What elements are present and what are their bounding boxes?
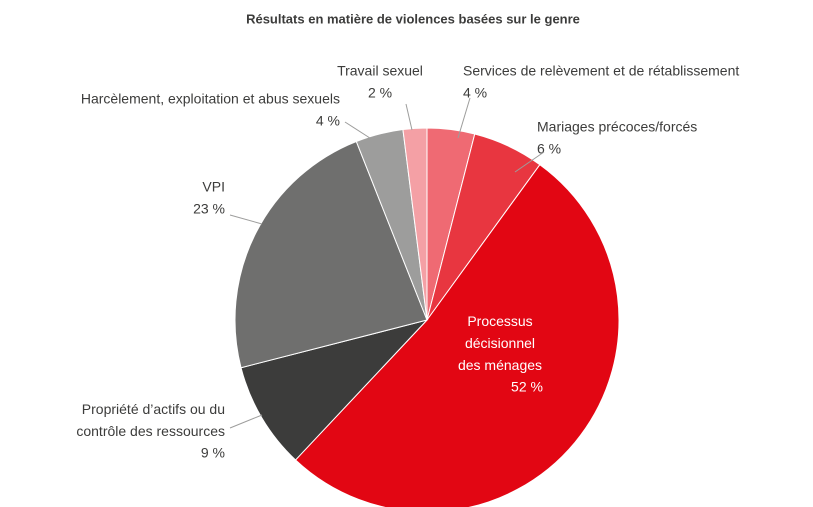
label-line: décisionnel (465, 335, 535, 351)
pie-slice (294, 163, 620, 507)
label-line: Processus (467, 313, 532, 329)
slice-label: Travail sexuel (337, 63, 423, 79)
slice-label: Processus décisionnel des ménages (458, 313, 542, 373)
value-label: 52 % (511, 379, 543, 395)
slice-label: VPI (202, 179, 225, 195)
value-label: 4 % (463, 85, 487, 101)
pie-slice (402, 127, 428, 321)
leader-line (229, 414, 263, 429)
slice-label: Propriété d’actifs ou du contrôle des res… (76, 401, 225, 439)
value-label: 23 % (193, 201, 225, 217)
pie-slice (234, 140, 428, 369)
leader-line (344, 121, 374, 141)
slice-label: Services de relèvement et de rétablissem… (463, 63, 739, 79)
slice-label: Harcèlement, exploitation et abus sexuel… (81, 91, 340, 107)
leader-line (229, 214, 263, 225)
leader-line (457, 97, 471, 139)
value-label: 9 % (201, 445, 225, 461)
leader-line (405, 103, 413, 131)
label-line: des ménages (458, 357, 542, 373)
label-line: contrôle des ressources (76, 423, 225, 439)
pie-slice (240, 319, 429, 461)
chart-title: Résultats en matière de violences basées… (246, 11, 580, 26)
label-line: Propriété d’actifs ou du (82, 401, 225, 417)
slice-label: Mariages précoces/forcés (537, 119, 697, 135)
value-label: 4 % (316, 113, 340, 129)
leader-line (514, 151, 545, 173)
value-label: 2 % (368, 85, 392, 101)
